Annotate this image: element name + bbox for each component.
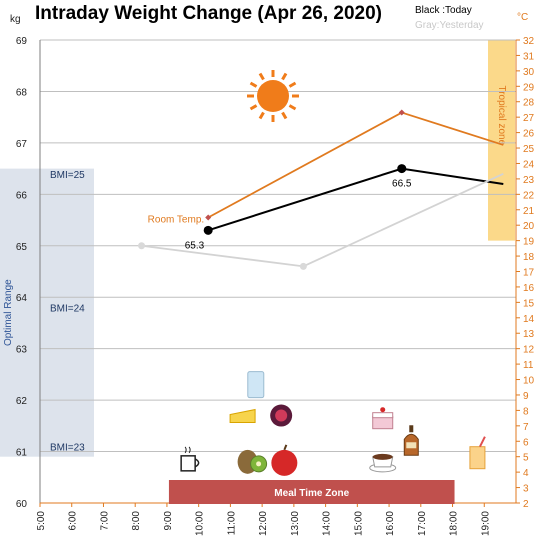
- data-label: 66.5: [392, 179, 412, 190]
- optimal-range-band: [0, 168, 94, 457]
- right-tick-label: 21: [523, 206, 535, 217]
- hot-chocolate-icon: [369, 453, 397, 473]
- right-tick-label: 27: [523, 113, 535, 124]
- tropical-zone-band: [488, 40, 515, 241]
- right-tick-label: 7: [523, 422, 529, 433]
- x-tick-label: 15:00: [353, 511, 364, 536]
- left-tick-label: 64: [16, 293, 28, 304]
- left-tick-label: 68: [16, 87, 28, 98]
- right-tick-label: 5: [523, 453, 529, 464]
- right-tick-label: 19: [523, 237, 535, 248]
- x-tick-label: 5:00: [36, 511, 47, 531]
- room-temp-point: [205, 214, 212, 221]
- bmi-label: BMI=23: [50, 442, 85, 453]
- meal-time-zone-label: Meal Time Zone: [274, 488, 349, 499]
- legend-yesterday: Gray:Yesterday: [415, 20, 484, 31]
- right-tick-label: 11: [523, 360, 534, 371]
- apple-icon: [271, 444, 298, 476]
- x-tick-label: 14:00: [322, 511, 333, 536]
- cheese-icon: [229, 408, 256, 424]
- right-tick-label: 20: [523, 221, 535, 232]
- x-tick-label: 13:00: [290, 511, 301, 536]
- right-tick-label: 15: [523, 298, 535, 309]
- right-tick-label: 31: [523, 51, 535, 62]
- today-point: [397, 164, 407, 174]
- x-tick-label: 12:00: [258, 511, 269, 536]
- x-tick-label: 7:00: [99, 511, 110, 531]
- x-tick-label: 9:00: [163, 511, 174, 531]
- juice-glass-icon: [469, 436, 486, 470]
- right-tick-label: 18: [523, 252, 535, 263]
- right-tick-label: 8: [523, 406, 529, 417]
- sun-icon: [247, 70, 299, 122]
- right-tick-label: 17: [523, 268, 535, 279]
- room-temp-label: Room Temp.: [148, 214, 205, 225]
- yesterday-point: [138, 242, 146, 250]
- right-tick-label: 22: [523, 190, 535, 201]
- bmi-label: BMI=25: [50, 170, 85, 181]
- right-tick-label: 14: [523, 314, 535, 325]
- kiwi-icon: [237, 449, 268, 474]
- right-tick-label: 13: [523, 329, 535, 340]
- right-tick-label: 26: [523, 129, 535, 140]
- right-tick-label: 23: [523, 175, 535, 186]
- left-tick-label: 62: [16, 396, 28, 407]
- yesterday-point: [299, 262, 307, 270]
- coffee-cup-icon: [180, 446, 200, 472]
- right-tick-label: 9: [523, 391, 529, 402]
- x-tick-label: 6:00: [68, 511, 79, 531]
- data-label: 65.3: [185, 240, 205, 251]
- right-tick-label: 12: [523, 345, 535, 356]
- right-tick-label: 16: [523, 283, 535, 294]
- left-tick-label: 61: [16, 448, 28, 459]
- left-axis-unit: kg: [10, 14, 21, 25]
- x-tick-label: 18:00: [449, 511, 460, 536]
- x-tick-label: 17:00: [417, 511, 428, 536]
- right-tick-label: 3: [523, 484, 529, 495]
- right-tick-label: 10: [523, 376, 535, 387]
- room-temp-point: [398, 109, 405, 116]
- left-tick-label: 65: [16, 242, 28, 253]
- right-tick-label: 29: [523, 82, 535, 93]
- right-tick-label: 25: [523, 144, 535, 155]
- tropical-zone-label: Tropical zone: [496, 85, 507, 145]
- right-tick-label: 6: [523, 437, 529, 448]
- left-tick-label: 60: [16, 499, 28, 510]
- fig-icon: [270, 404, 293, 427]
- bmi-label: BMI=24: [50, 304, 85, 315]
- left-tick-label: 66: [16, 190, 28, 201]
- right-tick-label: 32: [523, 36, 535, 47]
- x-tick-label: 16:00: [385, 511, 396, 536]
- right-tick-label: 4: [523, 468, 529, 479]
- series-line-room-temp-: [207, 111, 504, 219]
- legend-today: Black :Today: [415, 5, 472, 16]
- liquor-bottle-icon: [403, 425, 419, 456]
- x-tick-label: 10:00: [195, 511, 206, 536]
- right-tick-label: 24: [523, 159, 535, 170]
- right-axis-unit: °C: [517, 12, 528, 23]
- x-tick-label: 11:00: [226, 511, 237, 536]
- x-tick-label: 19:00: [480, 511, 491, 536]
- left-tick-label: 63: [16, 345, 28, 356]
- optimal-range-label: Optimal Range: [3, 279, 14, 346]
- cake-icon: [372, 407, 394, 430]
- series-line-today: [207, 167, 504, 232]
- water-glass-icon: [247, 371, 265, 399]
- right-tick-label: 28: [523, 98, 535, 109]
- meal-time-zone-bar: [168, 480, 455, 504]
- left-tick-label: 69: [16, 36, 28, 47]
- today-point: [203, 225, 213, 235]
- right-tick-label: 30: [523, 67, 535, 78]
- left-tick-label: 67: [16, 139, 28, 150]
- chart-title: Intraday Weight Change (Apr 26, 2020): [35, 3, 382, 24]
- x-tick-label: 8:00: [131, 511, 142, 531]
- right-tick-label: 2: [523, 499, 529, 510]
